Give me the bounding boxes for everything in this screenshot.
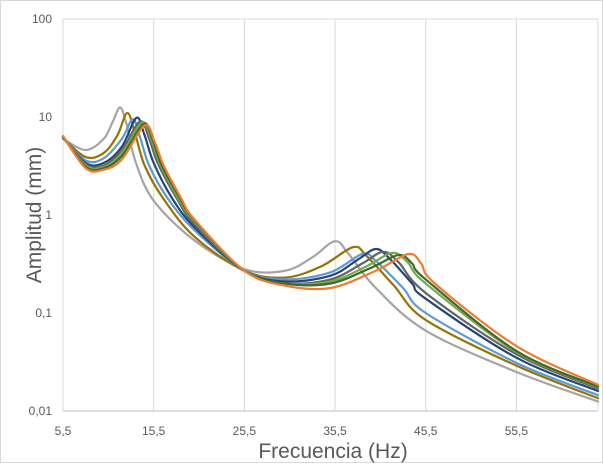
y-tick-label: 1	[45, 208, 52, 222]
x-axis-title: Frecuencia (Hz)	[258, 440, 407, 463]
y-tick-label: 0,1	[35, 306, 52, 320]
y-axis-title: Amplitud (mm)	[23, 147, 46, 284]
series-line-8	[61, 123, 600, 386]
y-tick-label: 10	[39, 110, 53, 124]
series-line-4	[61, 116, 600, 393]
tick-labels: 5,5 15,5 25,5 35,5 45,5 55,5 0,01 0,1 1 10 100	[29, 12, 529, 438]
x-tick-label: 35,5	[323, 424, 347, 438]
x-tick-label: 45,5	[414, 424, 438, 438]
series-lines	[61, 106, 600, 403]
y-tick-label: 0,01	[29, 404, 53, 418]
x-tick-label: 55,5	[505, 424, 529, 438]
x-tick-label: 15,5	[142, 424, 166, 438]
y-tick-label: 100	[32, 12, 52, 26]
grid-lines	[62, 18, 599, 412]
x-tick-label: 25,5	[233, 424, 257, 438]
x-tick-label: 5,5	[55, 424, 72, 438]
